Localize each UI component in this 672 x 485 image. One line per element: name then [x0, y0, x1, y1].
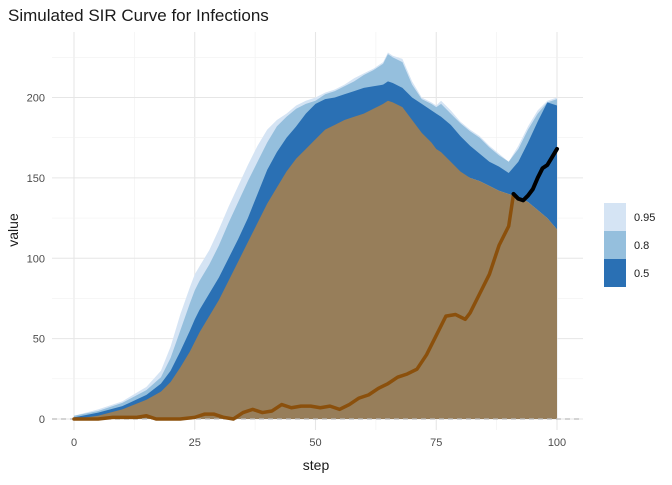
- x-tick-label: 0: [71, 437, 77, 449]
- y-ticks: 0 50 100 150 200: [27, 93, 45, 427]
- x-tick-label: 50: [309, 437, 321, 449]
- x-tick-label: 75: [430, 437, 442, 449]
- forecast-line: [511, 146, 559, 203]
- series: [52, 100, 583, 421]
- y-tick-label: 0: [39, 414, 45, 426]
- legend: 0.95 0.8 0.5: [604, 203, 655, 287]
- legend-swatch: [604, 203, 626, 231]
- y-axis-label: value: [5, 213, 21, 247]
- legend-label: 0.95: [634, 212, 655, 224]
- y-tick-label: 200: [27, 93, 45, 105]
- bands: [74, 52, 557, 420]
- y-tick-label: 150: [27, 173, 45, 185]
- median-area: [74, 100, 557, 419]
- band-0-5: [74, 81, 557, 420]
- x-axis-label: step: [303, 457, 330, 473]
- legend-swatch: [604, 231, 626, 259]
- x-tick-label: 100: [548, 437, 566, 449]
- observed-line: [72, 192, 516, 421]
- x-ticks: 0 25 50 75 100: [71, 437, 566, 449]
- x-tick-label: 25: [189, 437, 201, 449]
- y-tick-label: 50: [33, 334, 45, 346]
- y-tick-label: 100: [27, 253, 45, 265]
- legend-swatch: [604, 259, 626, 287]
- chart-title: Simulated SIR Curve for Infections: [8, 6, 269, 25]
- legend-label: 0.5: [634, 268, 649, 280]
- legend-label: 0.8: [634, 240, 649, 252]
